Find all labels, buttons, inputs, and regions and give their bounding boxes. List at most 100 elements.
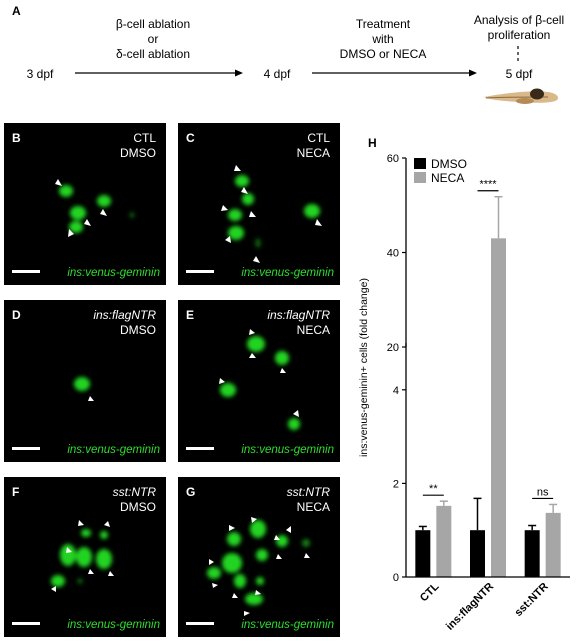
condition-label: CTL DMSO — [120, 131, 156, 161]
cell-blob — [228, 226, 244, 240]
zebrafish-larva-icon — [484, 88, 558, 104]
cell-blob — [275, 351, 289, 365]
timeline-step1-text: β-cell ablation or δ-cell ablation — [88, 17, 218, 62]
significance-label: **** — [479, 179, 497, 191]
arrowhead-icon — [66, 547, 72, 553]
scale-bar — [12, 622, 40, 625]
timeline-mid-label: 4 dpf — [263, 67, 291, 81]
reporter-label: ins:venus-geminin — [241, 444, 334, 456]
arrowhead-icon — [293, 410, 299, 417]
condition-label: ins:flagNTR NECA — [267, 308, 330, 338]
cell-blob — [256, 549, 268, 561]
micrograph-d-cells — [74, 377, 94, 401]
panel-letter: C — [186, 131, 195, 145]
cell-blob — [100, 531, 108, 539]
timeline-graphics — [75, 46, 558, 104]
cell-blob — [228, 209, 242, 221]
y-tick-label: 2 — [393, 478, 399, 490]
arrowhead-icon — [84, 219, 91, 226]
micrograph-f: F sst:NTR DMSO ins:venus-geminin — [4, 477, 166, 637]
arrowhead-icon — [276, 554, 282, 559]
arrowhead-icon — [286, 526, 291, 533]
timeline-analysis-text: Analysis of β-cell proliferation — [460, 13, 578, 43]
genotype-label: ins:flagNTR — [267, 308, 330, 322]
treatment-label: DMSO — [120, 500, 156, 514]
reporter-label: ins:venus-geminin — [241, 267, 334, 279]
scale-bar — [186, 447, 214, 450]
arrowhead-icon — [55, 179, 62, 186]
micrograph-c-cells — [221, 165, 322, 263]
arrowhead-icon — [225, 236, 231, 243]
step1-line3: δ-cell ablation — [115, 47, 191, 61]
reporter-label: ins:venus-geminin — [67, 444, 160, 456]
arrowhead-icon — [249, 353, 256, 358]
panel-letter: D — [12, 308, 21, 322]
cell-blob — [255, 238, 261, 248]
arrowhead-icon — [108, 571, 114, 576]
micrograph-c: C CTL NECA ins:venus-geminin — [178, 123, 340, 285]
arrowhead-icon — [315, 219, 322, 226]
cell-blob — [69, 221, 83, 233]
condition-label: sst:NTR DMSO — [113, 485, 156, 515]
micrograph-g-cells — [207, 517, 310, 616]
genotype-label: CTL — [133, 131, 156, 145]
arrowhead-icon — [100, 209, 107, 216]
cell-blob — [242, 193, 254, 205]
legend-swatch — [414, 158, 426, 169]
arrowhead-icon — [219, 378, 225, 384]
x-tick-label: sst:NTR — [512, 581, 550, 619]
treatment-label: NECA — [296, 323, 330, 337]
scale-bar — [186, 270, 214, 273]
reporter-label: ins:venus-geminin — [67, 619, 160, 631]
cell-blob — [81, 529, 91, 537]
arrowhead-icon — [88, 396, 94, 401]
cell-blob — [77, 578, 83, 584]
arrowhead-icon — [88, 569, 94, 574]
step2-line3: DMSO or NECA — [339, 47, 427, 61]
micrograph-f-cells — [51, 520, 114, 592]
cell-blob — [234, 574, 246, 588]
bar — [524, 530, 540, 577]
y-tick-label: 4 — [393, 385, 399, 397]
genotype-label: sst:NTR — [286, 485, 330, 499]
bar — [491, 238, 506, 347]
bar — [491, 343, 506, 577]
panel-letter: B — [12, 131, 21, 145]
panel-a-label: A — [12, 4, 21, 18]
scale-bar — [12, 270, 40, 273]
genotype-label: ins:flagNTR — [93, 308, 156, 322]
arrowhead-icon — [249, 329, 255, 335]
cell-blob — [302, 539, 310, 547]
micrograph-b-cells — [55, 179, 135, 237]
cell-blob — [235, 175, 249, 187]
micrograph-b: B CTL DMSO ins:venus-geminin — [4, 123, 166, 285]
cell-blob — [220, 383, 236, 397]
significance-label: ns — [537, 486, 549, 498]
step1-line1: β-cell ablation — [115, 17, 191, 31]
timeline-arrow-1-head — [235, 69, 243, 77]
timeline-step2-text: Treatment with DMSO or NECA — [318, 17, 448, 62]
step2-line1: Treatment — [355, 17, 411, 31]
legend-label: NECA — [431, 171, 464, 185]
cell-blob — [207, 567, 221, 579]
treatment-label: DMSO — [120, 323, 156, 337]
x-tick-label: CTL — [418, 580, 442, 604]
arrowhead-icon — [244, 611, 250, 616]
legend-swatch — [414, 172, 426, 183]
panel-letter: F — [12, 485, 20, 499]
arrowhead-icon — [251, 517, 257, 523]
cell-blob — [74, 377, 90, 391]
arrowhead-icon — [221, 205, 228, 211]
cell-blob — [59, 185, 73, 197]
cell-blob — [97, 195, 111, 207]
genotype-label: CTL — [307, 131, 330, 145]
cell-blob — [51, 575, 65, 587]
legend-label: DMSO — [431, 157, 467, 171]
panel-h-label: H — [368, 136, 377, 150]
x-tick-label: ins:flagNTR — [444, 581, 496, 633]
treatment-label: NECA — [296, 500, 330, 514]
condition-label: CTL NECA — [297, 131, 330, 161]
micrograph-e-cells — [219, 329, 300, 430]
bar — [470, 530, 485, 577]
arrowhead-icon — [229, 525, 235, 531]
